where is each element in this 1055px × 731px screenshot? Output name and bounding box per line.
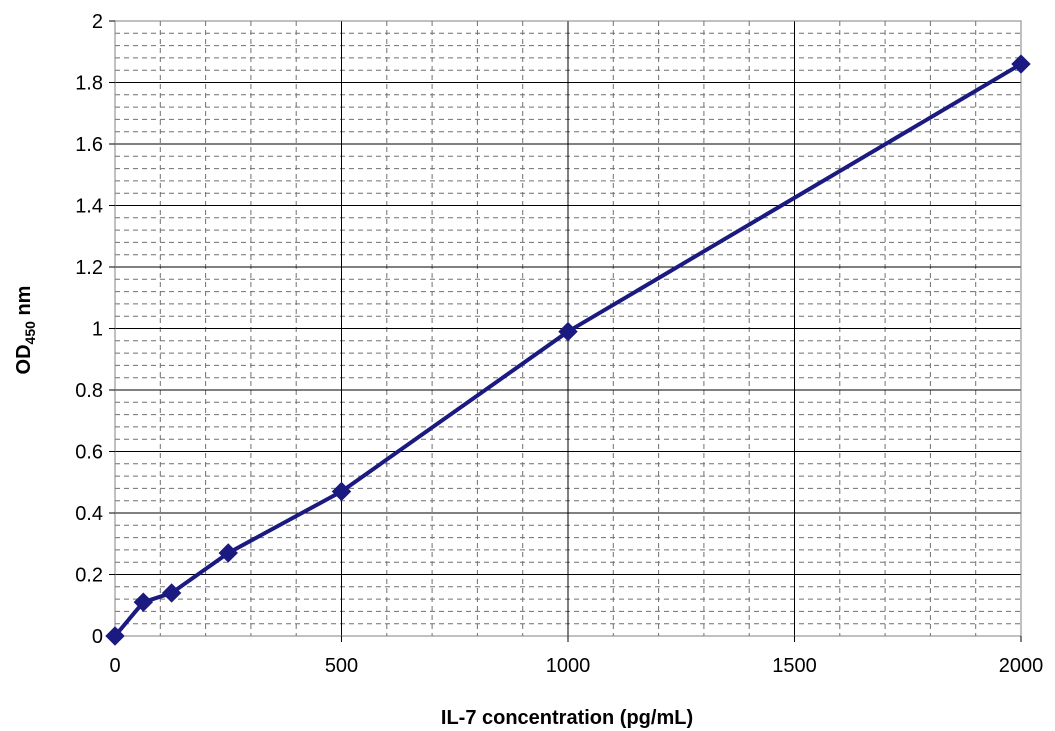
y-axis-title-main: OD	[13, 344, 35, 374]
y-tick-label: 1.8	[75, 73, 103, 95]
y-tick-label: 0.6	[75, 442, 103, 464]
data-point-marker	[1011, 54, 1031, 74]
data-point-marker	[218, 543, 238, 563]
x-axis-tick-labels: 0 500 1000 1500 2000	[109, 636, 1043, 677]
y-tick-label: 1.2	[75, 257, 103, 279]
data-point-marker	[161, 583, 182, 603]
data-point-markers	[105, 54, 1031, 646]
y-axis-title-unit: nm	[13, 286, 35, 322]
y-axis-title-subscript: 450	[22, 321, 38, 345]
y-axis-title: OD450 nm	[13, 286, 38, 375]
data-point-marker	[133, 592, 154, 612]
data-point-marker	[558, 321, 578, 342]
data-point-marker	[331, 481, 352, 502]
data-point-marker	[105, 626, 125, 646]
y-tick-label: 0.2	[75, 565, 103, 587]
x-tick-label: 1000	[546, 655, 591, 677]
y-tick-label: 0.4	[75, 503, 103, 525]
y-tick-label: 1.6	[75, 134, 103, 156]
y-tick-label: 1.4	[75, 196, 103, 218]
y-tick-label: 2	[92, 11, 103, 33]
y-tick-label: 0	[92, 626, 103, 648]
y-tick-label: 0.8	[75, 380, 103, 402]
x-tick-label: 1500	[772, 655, 817, 677]
x-tick-label: 500	[325, 655, 358, 677]
y-tick-label: 1	[92, 319, 103, 341]
x-axis-title: IL-7 concentration (pg/mL)	[441, 707, 693, 729]
y-axis-tick-labels: 0 0.2 0.4 0.6 0.8 1 1.2 1.4 1.6 1.8 2	[75, 11, 115, 648]
major-gridlines	[115, 21, 1021, 636]
x-tick-label: 2000	[999, 655, 1044, 677]
x-tick-label: 0	[109, 655, 120, 677]
